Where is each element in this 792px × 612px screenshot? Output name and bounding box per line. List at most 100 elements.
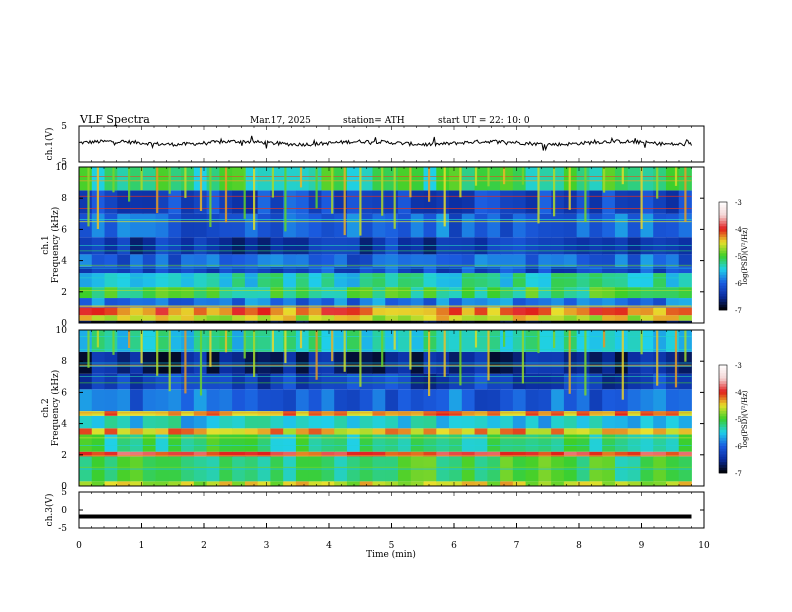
- p-spec2-band-cell: [487, 415, 501, 429]
- cb1-segment: [719, 237, 727, 241]
- p-spec2-band-cell: [589, 481, 603, 486]
- p-spec1-band-cell: [653, 254, 667, 267]
- p-spec1-burst: [621, 167, 624, 185]
- p-spec1-band-cell: [589, 213, 603, 238]
- p-spec1-band-cell: [461, 307, 475, 316]
- p-spec1-band-cell: [155, 254, 169, 267]
- cb2-segment: [719, 435, 727, 439]
- p-spec1-band-cell: [461, 190, 475, 214]
- cb2-segment: [719, 402, 727, 406]
- cb1-tick-label: -4: [735, 226, 742, 234]
- p-spec2-band-cell: [512, 389, 527, 412]
- p-spec1-burst: [603, 167, 606, 193]
- p-spec2-band-cell: [321, 481, 335, 486]
- p-spec2-band-cell: [410, 481, 424, 486]
- p-spec2-band-cell: [563, 451, 578, 457]
- p-spec1-band-cell: [436, 190, 450, 214]
- p-spec1-band-cell: [423, 298, 437, 308]
- p-spec1-band-cell: [678, 273, 692, 288]
- p-spec2-burst: [271, 330, 274, 352]
- p-spec2-band-cell: [474, 330, 488, 352]
- p-spec2-burst: [381, 330, 384, 367]
- p-spec2-band-cell: [627, 330, 641, 352]
- p-spec2-band-cell: [295, 330, 310, 352]
- p-spec2-band-cell: [117, 373, 131, 390]
- p-spec1-band-cell: [449, 273, 463, 288]
- p-spec1-band-cell: [589, 298, 603, 308]
- p-spec1-band-cell: [193, 254, 207, 267]
- ch2-spectrogram-ylabel-freq: Frequency (kHz): [50, 370, 61, 447]
- p-spec1-band-cell: [295, 287, 310, 299]
- p-spec1-band-cell: [359, 167, 373, 191]
- p-spec1-band-cell: [423, 266, 437, 274]
- p-spec1-band-cell: [219, 254, 233, 267]
- cb1-segment: [719, 212, 727, 216]
- p-spec2-band-cell: [219, 411, 233, 416]
- cb2-segment: [719, 378, 727, 382]
- p-spec2-band-cell: [576, 389, 590, 412]
- p-spec2-band-cell: [385, 481, 399, 486]
- p-spec2-band-cell: [308, 428, 322, 435]
- p-spec1-band-cell: [130, 273, 144, 288]
- cb2-segment: [719, 367, 727, 371]
- p-spec1-band-cell: [334, 307, 348, 316]
- p-spec1-band-cell: [91, 266, 105, 274]
- p-spec1-band-cell: [244, 213, 259, 238]
- p-spec1-band-cell: [500, 266, 514, 274]
- p-spec1-band-cell: [168, 254, 182, 267]
- p-spec1-band-cell: [551, 315, 565, 321]
- cb2-segment: [719, 410, 727, 414]
- p-spec2-band-cell: [423, 415, 437, 429]
- p-spec2-band-cell: [219, 428, 233, 435]
- p-spec2-band-cell: [576, 428, 590, 435]
- p-spec2-band-cell: [640, 411, 654, 416]
- p-spec1-band-cell: [130, 287, 144, 299]
- p-spec1-band-cell: [283, 315, 297, 321]
- cb1-segment: [719, 261, 727, 265]
- p-spec1-band-cell: [678, 298, 692, 308]
- p-spec1-band-cell: [678, 320, 692, 323]
- p-spec1-band-cell: [487, 167, 501, 191]
- p-spec2-band-cell: [283, 434, 297, 452]
- ch1-colorbar: -3 -4 -5 -6 -7 log(PSD)(V²/Hz): [718, 199, 749, 315]
- p-spec2-burst: [140, 330, 143, 364]
- p-spec2-band-cell: [91, 415, 105, 429]
- p-spec1-band-cell: [500, 315, 514, 321]
- p-spec2-band-cell: [219, 415, 233, 429]
- p-spec1-band-cell: [576, 213, 590, 238]
- p-spec2-band-cell: [614, 434, 629, 452]
- p-spec2-burst: [640, 330, 643, 355]
- p-spec1-band-cell: [449, 315, 463, 321]
- p-spec2-band-cell: [525, 389, 539, 412]
- p-spec2-band-cell: [359, 411, 373, 416]
- p-spec1-burst: [96, 167, 99, 229]
- p-spec2-band-cell: [104, 481, 118, 486]
- p-spec1-band-cell: [665, 266, 680, 274]
- p-spec2-band-cell: [627, 451, 641, 457]
- p-spec2-band-cell: [308, 411, 322, 416]
- p-spec1-band-cell: [385, 273, 399, 288]
- p-spec1-band-cell: [206, 167, 220, 191]
- p-spec1-band-cell: [104, 266, 118, 274]
- p-spec2-band-cell: [181, 411, 195, 416]
- p-spec1-band-cell: [423, 315, 437, 321]
- cb1-segment: [719, 239, 727, 243]
- p-spec2-band-cell: [461, 411, 475, 416]
- p-spec1-band-cell: [346, 266, 361, 274]
- p-spec2-band-cell: [640, 434, 654, 452]
- p-spec1-band-cell: [525, 298, 539, 308]
- p-spec1-band-cell: [283, 307, 297, 316]
- p-spec2-band-cell: [512, 451, 527, 457]
- p-spec2-burst: [603, 330, 606, 348]
- p-spec1-band-cell: [576, 190, 590, 214]
- p-spec1-band-cell: [321, 213, 335, 238]
- start-ut-label: start UT = 22: 10: 0: [438, 116, 530, 126]
- cb2-segment: [719, 365, 727, 368]
- p-spec1-band-cell: [461, 320, 475, 323]
- p-spec2-band-cell: [308, 389, 322, 412]
- p-spec2-band-cell: [653, 415, 667, 429]
- p-spec2-burst: [184, 330, 187, 394]
- p-spec2-band-cell: [500, 428, 514, 435]
- p-spec1-band-cell: [232, 320, 246, 323]
- p-spec1-band-cell: [576, 298, 590, 308]
